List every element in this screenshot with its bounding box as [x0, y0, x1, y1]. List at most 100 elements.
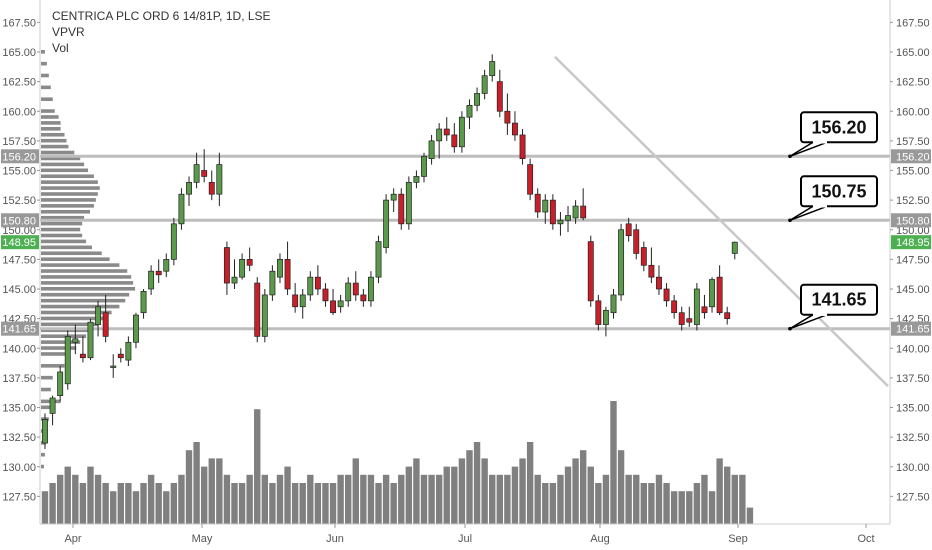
volume-bar	[208, 458, 215, 524]
volume-bar	[94, 474, 102, 524]
volume-bar	[504, 474, 511, 524]
candle-body	[466, 104, 473, 118]
volume-bar	[269, 483, 276, 524]
profile-bar	[41, 245, 92, 250]
price-tick-label-right: 150.00	[896, 225, 930, 237]
candle-body	[640, 247, 647, 266]
callout-anchor-dot	[788, 218, 792, 223]
price-tick-label-left: 132.50	[2, 432, 36, 444]
volume-bar	[534, 474, 541, 524]
price-tick-label-left: 167.50	[2, 17, 36, 29]
volume-bar	[178, 474, 185, 524]
time-tick-label: Apr	[64, 533, 81, 545]
profile-bar	[41, 180, 98, 184]
symbol-title[interactable]: CENTRICA PLC ORD 6 14/81P, 1D, LSE	[52, 9, 271, 23]
volume-bar	[322, 483, 329, 524]
price-tick-label-right: 132.50	[896, 432, 930, 444]
profile-bar	[41, 192, 98, 196]
price-badge-left	[1, 321, 39, 336]
price-tick-label-right: 160.00	[896, 106, 930, 118]
candle-body	[595, 300, 602, 325]
volume-bar	[307, 474, 314, 524]
candle-body	[223, 247, 230, 284]
vpvr-label[interactable]: VPVR	[52, 25, 85, 39]
profile-bar	[41, 328, 92, 333]
volume-bar	[739, 474, 746, 524]
candle-body	[49, 397, 56, 414]
price-tick-label-right: 155.00	[896, 166, 930, 178]
profile-bar	[41, 73, 49, 78]
price-callouts: 156.20 150.75 141.65	[788, 111, 878, 331]
profile-bar	[41, 115, 59, 119]
price-badge-label-right: 150.80	[896, 215, 930, 227]
price-tick-label-right: 162.50	[896, 77, 930, 89]
profile-bar	[41, 322, 98, 327]
candle-body	[481, 75, 488, 94]
candle-body	[110, 365, 117, 368]
profile-bar	[41, 233, 83, 238]
profile-bar	[41, 464, 44, 469]
volume-bar	[610, 401, 617, 524]
candle-body	[125, 341, 132, 361]
candle-body	[413, 176, 420, 183]
candle-body	[322, 288, 329, 302]
candle-body	[64, 336, 71, 385]
profile-bar	[41, 287, 136, 291]
time-tick-label: May	[192, 533, 213, 545]
candle-body	[618, 229, 625, 296]
volume-bar	[595, 483, 602, 524]
price-tick-label-left: 155.00	[2, 166, 36, 178]
candle-body	[95, 306, 102, 325]
volume-bar	[337, 474, 344, 524]
price-tick-label-right: 152.50	[896, 195, 930, 207]
profile-bar	[41, 85, 51, 90]
candle-body	[42, 419, 48, 444]
candle-body	[489, 61, 496, 77]
candle-body	[534, 193, 541, 213]
profile-bar	[41, 346, 77, 350]
volume-bar	[451, 466, 458, 524]
price-badge-label-right: 148.95	[896, 237, 930, 249]
profile-bar	[41, 364, 65, 368]
candle-body	[375, 241, 382, 278]
candle-body	[148, 270, 155, 290]
callout-label: 150.75	[811, 181, 866, 201]
candle-body	[587, 241, 594, 302]
volume-bar	[56, 474, 64, 524]
candle-body	[693, 288, 700, 325]
price-tick-label-left: 147.50	[2, 254, 36, 266]
price-badge-right	[891, 235, 931, 250]
profile-bar	[41, 352, 71, 356]
candle-body	[133, 314, 139, 343]
candle-body	[451, 134, 458, 148]
price-badge-right	[891, 213, 931, 228]
price-tick-label-left: 165.00	[2, 47, 36, 59]
volume-bar	[238, 483, 246, 524]
volume-bar	[49, 483, 56, 524]
volume-bar	[185, 450, 193, 524]
profile-bar	[41, 304, 120, 309]
volume-bar	[382, 474, 390, 524]
price-badge-label-left: 141.65	[2, 324, 36, 336]
candle-body	[443, 128, 450, 136]
price-tick-label-left: 145.00	[2, 284, 36, 296]
volume-bar	[716, 458, 723, 524]
profile-bar	[41, 215, 85, 220]
profile-bar	[41, 138, 67, 143]
profile-bar	[41, 310, 112, 315]
volume-bar	[390, 483, 397, 524]
candle-body	[557, 219, 564, 225]
candle-body	[201, 170, 208, 177]
volume-label[interactable]: Vol	[52, 41, 69, 55]
volume-bar	[587, 466, 594, 524]
profile-bar	[41, 298, 126, 303]
price-badge-label-right: 141.65	[896, 324, 930, 336]
price-tick-label-right: 147.50	[896, 254, 930, 266]
profile-bar	[41, 121, 61, 125]
volume-bar	[670, 491, 678, 524]
price-tick-label-right: 140.00	[896, 343, 930, 355]
volume-bar	[473, 442, 481, 524]
volume-bar	[602, 474, 610, 524]
candle-body	[709, 279, 715, 308]
